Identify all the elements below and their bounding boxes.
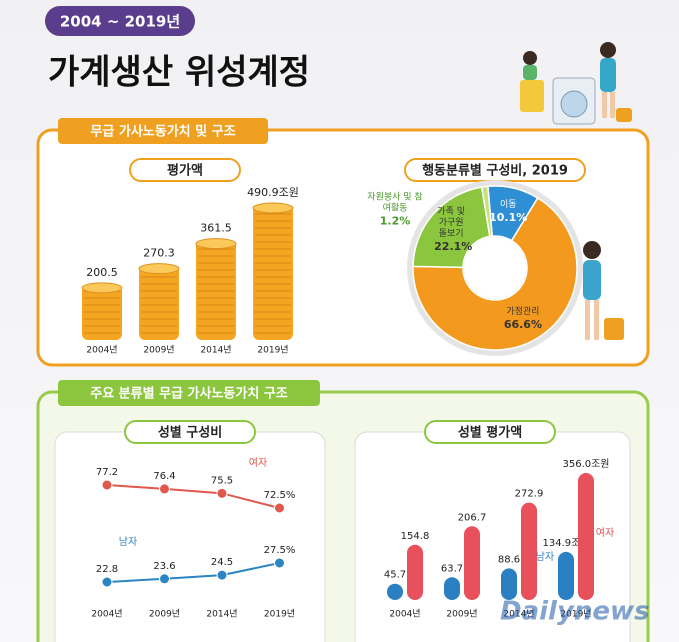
data-label: 134.9조원	[542, 537, 589, 549]
data-label: 75.5	[211, 475, 233, 486]
bar	[578, 473, 594, 600]
data-label: 27.5%	[264, 545, 296, 556]
data-label: 272.9	[515, 489, 544, 500]
chart-title: 행동분류별 구성비, 2019	[422, 163, 568, 179]
data-label: 76.4	[153, 471, 175, 482]
slice-category: 자원봉사 및 참여활동	[367, 192, 423, 214]
coin-top	[252, 202, 294, 214]
bar	[407, 544, 423, 600]
bar	[558, 551, 574, 600]
data-label: 24.5	[211, 557, 233, 568]
coin-top	[195, 238, 237, 250]
section-title: 무급 가사노동가치 및 구조	[90, 124, 235, 140]
slice-label: 이동 10.1%	[480, 200, 536, 224]
chart-title: 성별 평가액	[458, 425, 522, 441]
point	[274, 502, 285, 514]
pie-slice	[412, 196, 578, 351]
slice-category: 이동	[499, 199, 517, 210]
coin-top	[81, 282, 123, 294]
data-label: 23.6	[153, 561, 175, 572]
title-pill	[129, 158, 241, 182]
section-title: 주요 분류별 무급 가사노동가치 구조	[90, 386, 288, 402]
section-tab	[58, 118, 268, 144]
x-tick-label: 2019년	[257, 345, 288, 356]
slice-value: 1.2%	[379, 214, 411, 228]
data-label: 45.7	[384, 570, 406, 581]
bar	[464, 526, 480, 600]
coin-stack	[196, 240, 236, 340]
data-label: 77.2	[96, 467, 118, 478]
slice-label: 가족 및 가구원 돌보기 22.1%	[434, 207, 473, 254]
point	[216, 569, 228, 581]
slice-label: 가정관리 66.6%	[495, 307, 551, 331]
x-tick-label: 2009년	[446, 609, 477, 620]
x-tick-label: 2019년	[264, 609, 295, 620]
coin-top	[138, 263, 180, 275]
data-label: 63.7	[441, 563, 463, 574]
pie-hole	[464, 237, 526, 299]
pie-slice	[412, 186, 491, 269]
x-tick-label: 2004년	[86, 345, 117, 356]
data-label: 22.8	[96, 564, 118, 575]
chart-title: 평가액	[167, 163, 203, 179]
data-label: 154.8	[401, 531, 430, 542]
main-title: 가계생산 위성계정	[48, 53, 310, 93]
legend-label: 여자	[596, 527, 614, 539]
slice-category: 가정관리	[506, 306, 540, 317]
title-pill	[124, 420, 256, 444]
point	[159, 573, 170, 585]
point	[101, 576, 113, 588]
illustration	[520, 42, 632, 125]
slice-value: 10.1%	[489, 210, 528, 224]
point	[216, 487, 228, 499]
chart-title: 성별 구성비	[158, 425, 222, 441]
data-label: 270.3	[143, 247, 175, 260]
bar	[501, 568, 517, 600]
x-tick-label: 2019년	[560, 609, 591, 620]
bar	[444, 577, 460, 600]
bar	[521, 502, 537, 600]
data-label: 200.5	[86, 266, 118, 279]
data-label: 72.5%	[264, 490, 296, 501]
point	[274, 557, 285, 569]
x-tick-label: 2014년	[200, 345, 231, 356]
data-label: 88.6	[498, 554, 520, 565]
x-tick-label: 2009년	[143, 345, 174, 356]
point	[159, 483, 170, 495]
x-tick-label: 2004년	[91, 609, 122, 620]
x-tick-label: 2014년	[503, 609, 534, 620]
slice-value: 66.6%	[503, 317, 542, 331]
pie-slice	[480, 185, 494, 238]
slice-label: 자원봉사 및 참여활동 1.2%	[367, 193, 423, 228]
bar	[387, 583, 403, 600]
line	[106, 484, 280, 509]
point	[101, 479, 113, 491]
badge-text: 2004 ~ 2019년	[60, 13, 180, 31]
section-tab	[58, 380, 320, 406]
data-label: 361.5	[200, 222, 232, 235]
legend-label: 남자	[119, 536, 137, 548]
x-tick-label: 2014년	[206, 609, 237, 620]
data-label: 206.7	[458, 512, 487, 523]
title-pill	[424, 420, 556, 444]
slice-value: 22.1%	[434, 240, 473, 254]
line	[106, 562, 280, 583]
coin-stack	[253, 205, 293, 340]
legend-label: 여자	[249, 457, 267, 469]
illustration	[583, 241, 624, 340]
x-tick-label: 2009년	[149, 609, 180, 620]
legend-label: 남자	[536, 551, 554, 563]
data-label: 490.9조원	[247, 186, 299, 199]
x-tick-label: 2004년	[389, 609, 420, 620]
slice-category: 가족 및 가구원 돌보기	[437, 207, 465, 240]
badge	[45, 6, 195, 36]
watermark: Dailynews	[500, 597, 650, 627]
data-label: 356.0조원	[562, 458, 609, 470]
